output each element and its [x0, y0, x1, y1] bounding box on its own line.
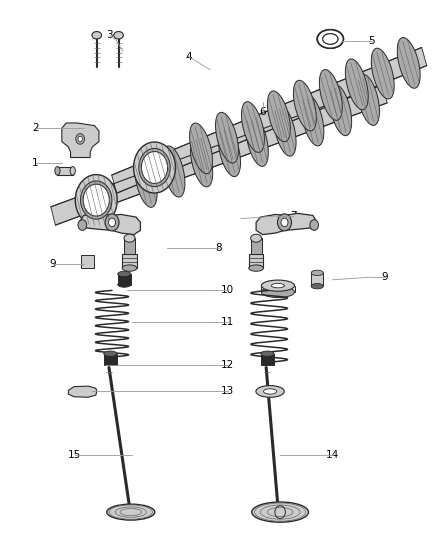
Text: 11: 11 [221, 317, 234, 327]
Ellipse shape [249, 265, 263, 271]
Text: 10: 10 [221, 286, 234, 295]
Ellipse shape [311, 284, 323, 289]
Polygon shape [139, 148, 170, 187]
Text: 7: 7 [290, 211, 297, 221]
Polygon shape [81, 181, 112, 219]
Ellipse shape [107, 504, 155, 520]
Ellipse shape [310, 220, 318, 230]
Polygon shape [190, 123, 212, 174]
Ellipse shape [122, 265, 137, 271]
Ellipse shape [55, 166, 60, 175]
Polygon shape [134, 142, 176, 193]
Ellipse shape [78, 220, 87, 230]
Text: 2: 2 [32, 123, 39, 133]
Ellipse shape [311, 270, 323, 276]
Polygon shape [371, 48, 394, 99]
Text: 8: 8 [215, 243, 223, 253]
Polygon shape [141, 151, 168, 183]
Ellipse shape [264, 389, 277, 394]
Ellipse shape [317, 30, 343, 49]
Ellipse shape [118, 282, 131, 287]
Circle shape [78, 136, 82, 142]
Bar [122, 254, 137, 268]
Ellipse shape [114, 31, 124, 39]
Polygon shape [302, 95, 324, 146]
Ellipse shape [104, 351, 117, 357]
Ellipse shape [118, 271, 131, 277]
Ellipse shape [323, 34, 338, 44]
Circle shape [76, 134, 85, 144]
Ellipse shape [317, 30, 343, 49]
Polygon shape [51, 85, 387, 225]
Polygon shape [329, 85, 352, 136]
Polygon shape [68, 386, 97, 397]
Text: 9: 9 [381, 272, 388, 282]
Text: 4: 4 [185, 52, 192, 61]
Polygon shape [246, 115, 268, 166]
Text: 6: 6 [259, 107, 266, 117]
Bar [118, 274, 131, 285]
Polygon shape [274, 105, 296, 156]
Circle shape [105, 214, 119, 231]
Text: 14: 14 [326, 450, 339, 460]
Bar [81, 255, 94, 268]
Polygon shape [357, 74, 379, 125]
Polygon shape [268, 91, 290, 142]
Polygon shape [191, 136, 213, 187]
Text: 1: 1 [32, 158, 39, 168]
Polygon shape [112, 47, 427, 193]
Polygon shape [62, 123, 99, 158]
Bar [124, 238, 135, 254]
Polygon shape [397, 37, 420, 88]
Polygon shape [215, 112, 238, 163]
Polygon shape [346, 59, 368, 110]
Bar [57, 166, 73, 175]
Circle shape [281, 218, 288, 227]
Ellipse shape [124, 234, 135, 242]
Polygon shape [241, 102, 265, 152]
Circle shape [109, 218, 116, 227]
Ellipse shape [323, 34, 338, 44]
Text: 5: 5 [368, 36, 375, 45]
Text: 9: 9 [50, 259, 57, 269]
Polygon shape [293, 80, 316, 131]
Polygon shape [75, 175, 117, 225]
Polygon shape [135, 156, 157, 207]
Bar [104, 354, 117, 366]
Ellipse shape [261, 286, 294, 297]
Text: 15: 15 [68, 450, 81, 460]
Ellipse shape [261, 351, 274, 357]
Text: 12: 12 [221, 360, 234, 370]
Polygon shape [218, 125, 240, 177]
Ellipse shape [92, 31, 102, 39]
Ellipse shape [70, 166, 75, 175]
Bar [261, 354, 274, 366]
Ellipse shape [272, 284, 285, 288]
Ellipse shape [261, 280, 294, 291]
Polygon shape [256, 213, 317, 235]
Polygon shape [83, 184, 110, 216]
Bar [311, 273, 323, 286]
Polygon shape [79, 213, 141, 235]
Polygon shape [319, 70, 342, 120]
Ellipse shape [252, 502, 308, 522]
Text: 3: 3 [106, 30, 113, 41]
Text: 13: 13 [221, 386, 234, 397]
Polygon shape [162, 146, 185, 197]
Bar [251, 238, 261, 254]
Circle shape [278, 214, 291, 231]
Ellipse shape [256, 385, 284, 397]
Ellipse shape [251, 234, 261, 242]
Bar [249, 254, 263, 268]
